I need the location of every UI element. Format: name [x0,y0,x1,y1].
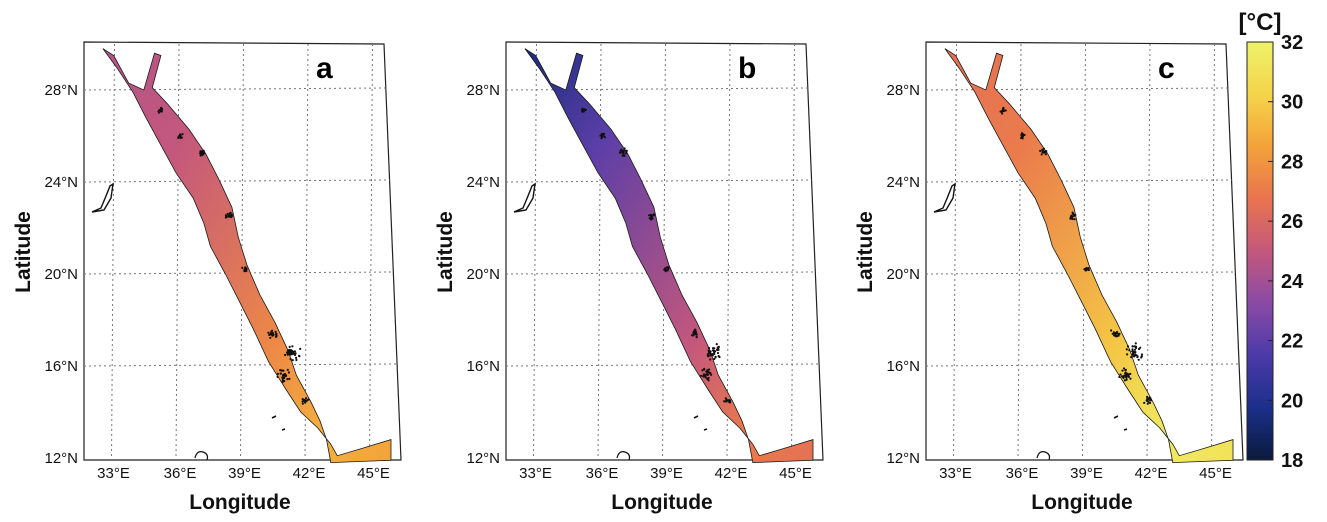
red-sea-sst-field [102,48,392,464]
map-panel-b: b 28°N 24°N 20°N 16°N 12°N 33°E 36°E 39°E 42°E 45°… [434,41,824,514]
coastline-fragment [933,182,956,213]
x-tick-label: 36°E [164,465,197,482]
colorbar-tick-label: 22 [1281,331,1303,353]
x-tick-label: 33°E [97,465,130,482]
colorbar-unit: [°C] [1239,9,1282,36]
x-tick-label: 42°E [715,465,748,482]
y-tick-label: 20°N [466,266,500,283]
reef-islands [157,106,310,405]
y-tick-label: 16°N [44,358,78,375]
colorbar-tick-label: 18 [1281,450,1303,472]
panel-label: b [738,52,756,85]
reef-islands [999,106,1153,405]
x-tick-label: 39°E [650,465,683,482]
x-tick-label: 45°E [357,465,390,482]
map-panel-c: c 28°N 24°N 20°N 16°N 12°N 33°E 36°E 39°E 42°E 45°… [854,41,1244,514]
x-axis-title: Longitude [189,491,290,514]
y-tick-label: 24°N [886,174,920,191]
colorbar-tick-label: 30 [1281,92,1303,114]
coastline-fragment [91,182,114,213]
red-sea-sst-field [524,48,814,464]
x-tick-label: 42°E [293,465,326,482]
y-tick-label: 12°N [44,450,78,467]
colorbar-tick-label: 26 [1281,211,1303,233]
x-tick-label: 39°E [228,465,261,482]
colorbar: 32 30 28 26 24 22 20 18 [°C] [1239,9,1305,472]
y-tick-label: 28°N [886,82,920,99]
x-tick-label: 33°E [519,465,552,482]
y-tick-label: 24°N [466,174,500,191]
y-tick-label: 20°N [886,266,920,283]
x-axis-title: Longitude [611,491,712,514]
y-axis-title: Latitude [12,211,35,293]
map-panel-a: a 28°N 24°N 20°N 16°N 12°N 33°E 36°E 39°E 42°E 45°… [12,41,402,514]
graticule [925,43,1239,461]
x-axis-title: Longitude [1031,491,1132,514]
colorbar-tick-label: 32 [1281,32,1303,54]
y-axis-title: Latitude [434,211,457,293]
y-tick-label: 28°N [466,82,500,99]
y-tick-label: 28°N [44,82,78,99]
red-sea-sst-field [944,48,1234,464]
x-tick-label: 36°E [1006,465,1039,482]
y-tick-label: 16°N [886,358,920,375]
y-tick-label: 24°N [44,174,78,191]
x-tick-label: 45°E [1199,465,1232,482]
panel-label: c [1158,52,1175,85]
y-tick-label: 16°N [466,358,500,375]
coastline-fragment [513,182,536,213]
panel-label: a [316,52,333,85]
colorbar-tick-label: 28 [1281,151,1303,173]
y-axis-title: Latitude [854,211,877,293]
x-tick-label: 33°E [939,465,972,482]
y-tick-label: 20°N [44,266,78,283]
x-tick-label: 36°E [586,465,619,482]
colorbar-scale [1246,41,1274,461]
reef-islands [580,107,732,404]
x-tick-label: 45°E [779,465,812,482]
y-tick-label: 12°N [886,450,920,467]
x-tick-label: 42°E [1135,465,1168,482]
x-tick-label: 39°E [1070,465,1103,482]
colorbar-tick-label: 20 [1281,390,1303,412]
y-tick-label: 12°N [466,450,500,467]
colorbar-tick-label: 24 [1281,271,1304,293]
